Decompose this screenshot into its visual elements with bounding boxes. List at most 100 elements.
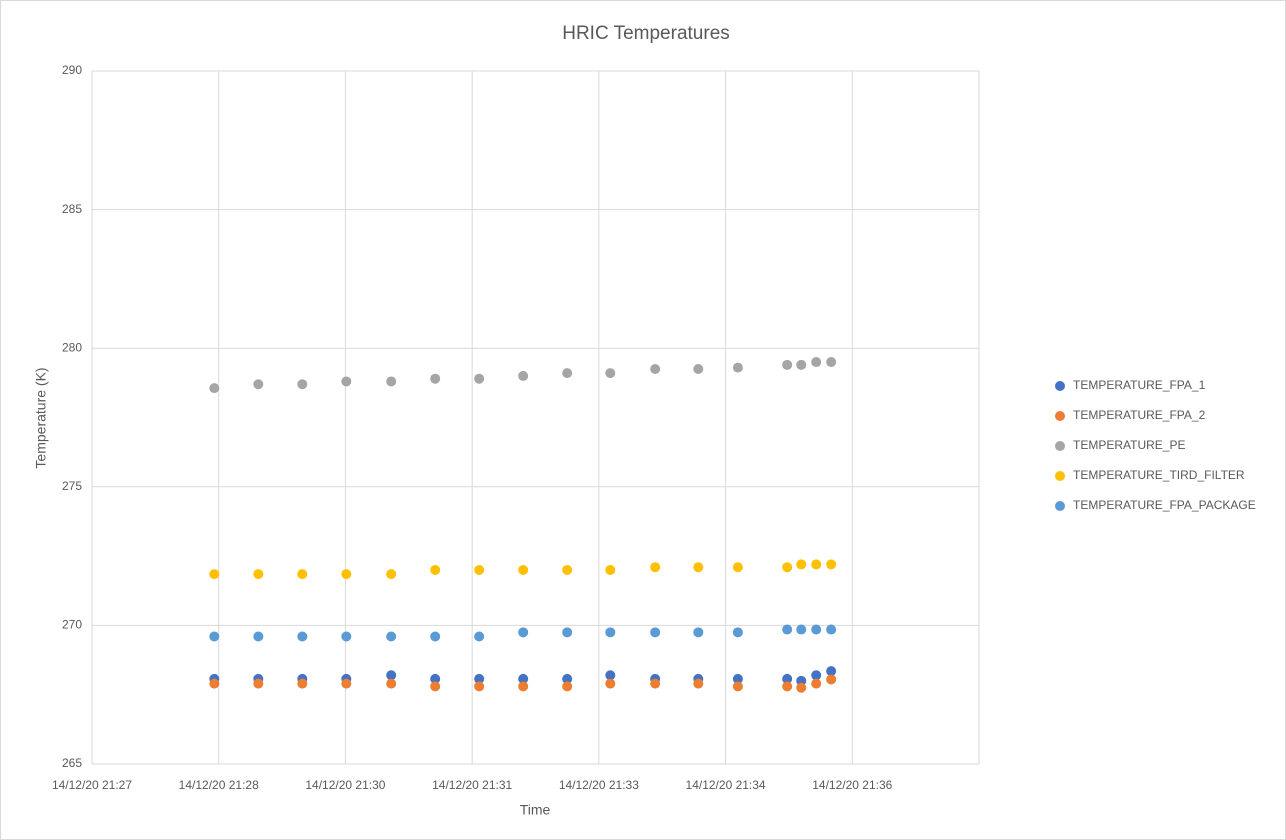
point [811,559,822,570]
point [562,564,573,575]
point [297,569,308,580]
x-tick-label: 14/12/20 21:33 [559,778,639,792]
legend-label: TEMPERATURE_PE [1073,438,1185,452]
y-tick-label: 280 [62,340,82,354]
point [430,681,441,692]
point [562,673,573,684]
point [650,363,661,374]
point [297,379,308,390]
point [253,678,264,689]
point [693,678,704,689]
point [693,562,704,573]
point [562,681,573,692]
y-tick-label: 275 [62,479,82,493]
chart-title: HRIC Temperatures [562,23,730,44]
point [796,675,807,686]
x-tick-label: 14/12/20 21:31 [432,778,512,792]
point [811,624,822,635]
legend-marker [1055,471,1065,481]
point [826,674,837,685]
point [341,569,352,580]
point [796,624,807,635]
point [605,368,616,379]
legend-label: TEMPERATURE_FPA_1 [1073,378,1206,392]
point [796,359,807,370]
point [732,627,743,638]
point [826,559,837,570]
point [386,376,397,387]
point [693,627,704,638]
point [826,666,837,677]
point [782,624,793,635]
point [386,569,397,580]
point [518,673,529,684]
point [796,682,807,693]
point [386,631,397,642]
point [693,363,704,374]
point [518,627,529,638]
point [782,673,793,684]
y-tick-label: 265 [62,756,82,770]
x-tick-label: 14/12/20 21:34 [686,778,766,792]
point [430,673,441,684]
point [474,631,485,642]
point [297,678,308,689]
x-axis-title: Time [520,802,551,818]
legend-marker [1055,411,1065,421]
y-tick-label: 290 [62,63,82,77]
point [826,624,837,635]
point [518,370,529,381]
point [650,562,661,573]
legend-marker [1055,381,1065,391]
point [605,627,616,638]
point [782,562,793,573]
x-tick-label: 14/12/20 21:36 [812,778,892,792]
point [732,362,743,373]
point [811,678,822,689]
point [650,678,661,689]
point [386,678,397,689]
point [341,678,352,689]
legend-marker [1055,441,1065,451]
point [209,569,220,580]
legend-label: TEMPERATURE_FPA_PACKAGE [1073,498,1256,512]
point [209,678,220,689]
x-tick-label: 14/12/20 21:27 [52,778,132,792]
point [341,376,352,387]
point [430,631,441,642]
point [796,559,807,570]
x-tick-label: 14/12/20 21:28 [179,778,259,792]
point [826,357,837,368]
y-tick-label: 270 [62,618,82,632]
point [732,681,743,692]
point [253,379,264,390]
point [341,631,352,642]
legend-label: TEMPERATURE_FPA_2 [1073,408,1206,422]
point [386,670,397,681]
point [474,564,485,575]
point [430,564,441,575]
point [253,569,264,580]
point [518,681,529,692]
point [209,383,220,394]
y-axis-title: Temperature (K) [33,367,49,468]
point [732,562,743,573]
point [253,631,264,642]
point [430,373,441,384]
point [732,673,743,684]
point [650,627,661,638]
point [605,678,616,689]
point [209,631,220,642]
point [811,670,822,681]
point [474,373,485,384]
point [562,368,573,379]
x-tick-label: 14/12/20 21:30 [305,778,385,792]
point [605,564,616,575]
point [605,670,616,681]
y-tick-label: 285 [62,202,82,216]
legend-label: TEMPERATURE_TIRD_FILTER [1073,468,1245,482]
point [782,681,793,692]
point [474,673,485,684]
